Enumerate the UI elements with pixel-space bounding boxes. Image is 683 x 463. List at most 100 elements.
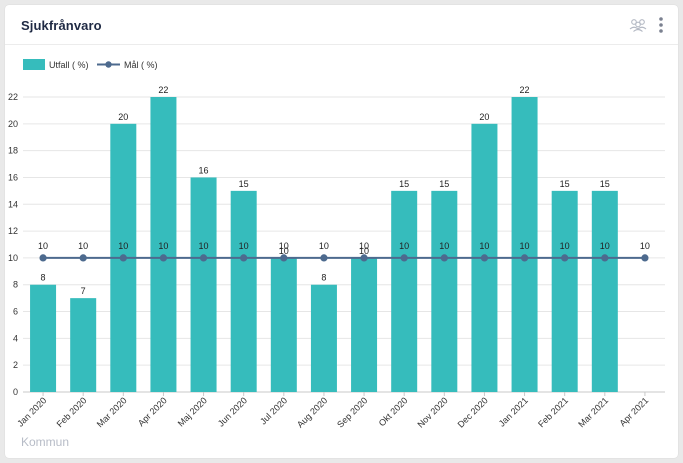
y-tick-label: 20 — [8, 119, 18, 129]
bar-value-labels: 8 7 20 22 16 15 10 8 10 15 15 20 22 15 15 — [41, 85, 610, 296]
target-value-labels: 10 10 10 10 10 10 10 10 10 10 10 10 10 10 10 10 — [38, 241, 650, 251]
footer-label: Kommun — [21, 435, 70, 449]
target-value-label: 10 — [118, 241, 128, 251]
bar-value-label: 7 — [81, 286, 86, 296]
bar-value-label: 15 — [399, 179, 409, 189]
target-value-label: 10 — [38, 241, 48, 251]
target-value-label: 10 — [279, 241, 289, 251]
x-tick-label: Mar 2021 — [576, 395, 610, 429]
bar-value-label: 10 — [359, 246, 369, 256]
x-tick-label: Jun 2020 — [216, 395, 249, 428]
target-point — [280, 254, 288, 262]
bar-value-label: 15 — [239, 179, 249, 189]
header-actions — [628, 15, 664, 35]
bar-value-label: 22 — [520, 85, 530, 95]
x-tick-label: Apr 2020 — [136, 395, 169, 428]
y-tick-label: 12 — [8, 226, 18, 236]
bar — [70, 298, 97, 392]
target-point — [440, 254, 448, 262]
target-point — [561, 254, 569, 262]
bar — [310, 284, 337, 392]
bar — [551, 190, 578, 392]
target-value-label: 10 — [319, 241, 329, 251]
target-value-label: 10 — [439, 241, 449, 251]
target-point — [480, 254, 489, 262]
target-point — [199, 254, 208, 262]
legend-bar-swatch — [23, 59, 45, 70]
target-value-label: 10 — [359, 241, 369, 251]
bar-value-label: 16 — [199, 165, 209, 175]
target-point — [240, 254, 248, 262]
bar-value-label: 10 — [279, 246, 289, 256]
x-tick-label: Nov 2020 — [415, 395, 449, 429]
x-tick-label: Feb 2020 — [55, 395, 89, 429]
bar — [431, 190, 458, 392]
target-line — [39, 254, 649, 262]
target-point — [400, 254, 408, 262]
bar — [270, 257, 297, 392]
legend-line-label: Mål ( %) — [124, 60, 158, 70]
y-tick-label: 4 — [13, 333, 18, 343]
group-icon[interactable] — [628, 18, 648, 32]
bar-line-chart: 0 2 4 6 8 10 12 14 16 18 20 22 8 7 20 22 16 15 10 8 10 15 15 2… — [8, 59, 665, 430]
target-value-label: 10 — [158, 241, 168, 251]
bar — [190, 177, 217, 392]
bar-value-label: 20 — [479, 112, 489, 122]
y-tick-label: 16 — [8, 172, 18, 182]
bar — [391, 190, 418, 392]
target-point — [641, 254, 649, 262]
x-tick-label: Dec 2020 — [456, 395, 490, 429]
bar — [511, 97, 538, 392]
target-point — [159, 254, 168, 262]
bar-value-label: 15 — [560, 179, 570, 189]
chart-card: Sjukfrånvaro — [5, 5, 678, 458]
target-value-label: 10 — [479, 241, 489, 251]
bar — [230, 190, 257, 392]
target-value-label: 10 — [399, 241, 409, 251]
target-point — [39, 254, 47, 262]
target-point — [520, 254, 529, 262]
x-tick-label: Jul 2020 — [258, 395, 289, 426]
bar-value-label: 20 — [118, 112, 128, 122]
target-point — [79, 254, 87, 262]
y-tick-label: 14 — [8, 199, 18, 209]
bar — [150, 97, 177, 392]
y-axis: 0 2 4 6 8 10 12 14 16 18 20 22 — [8, 92, 18, 397]
bar-value-label: 22 — [158, 85, 168, 95]
y-tick-label: 8 — [13, 280, 18, 290]
target-value-label: 10 — [600, 241, 610, 251]
x-tick-label: Aug 2020 — [295, 395, 329, 429]
y-tick-label: 10 — [8, 253, 18, 263]
target-value-label: 10 — [239, 241, 249, 251]
x-tick-label: Mar 2020 — [95, 395, 129, 429]
legend: Utfall ( %) Mål ( %) — [23, 59, 158, 70]
bar-value-label: 15 — [600, 179, 610, 189]
x-tick-label: Jan 2020 — [15, 395, 48, 428]
bar — [351, 257, 378, 392]
y-tick-label: 6 — [13, 307, 18, 317]
bar-value-label: 8 — [321, 273, 326, 283]
x-tick-label: Maj 2020 — [176, 395, 209, 428]
target-value-label: 10 — [78, 241, 88, 251]
target-point — [119, 254, 127, 262]
card-header: Sjukfrånvaro — [5, 5, 678, 45]
bar — [30, 284, 57, 392]
target-point — [360, 254, 368, 262]
more-vertical-icon[interactable] — [658, 16, 664, 34]
x-tick-label: Sep 2020 — [335, 395, 369, 429]
target-value-label: 10 — [199, 241, 209, 251]
target-point — [601, 254, 609, 262]
bar-value-label: 8 — [41, 273, 46, 283]
legend-bar-label: Utfall ( %) — [49, 60, 89, 70]
target-value-label: 10 — [560, 241, 570, 251]
card-title: Sjukfrånvaro — [21, 18, 102, 33]
x-tick-label: Jan 2021 — [497, 395, 530, 428]
bar-value-label: 15 — [439, 179, 449, 189]
y-tick-label: 18 — [8, 146, 18, 156]
bars — [30, 97, 618, 393]
target-point — [320, 254, 328, 262]
bar — [591, 190, 618, 392]
legend-line-marker — [105, 61, 112, 68]
y-tick-label: 0 — [13, 387, 18, 397]
x-tick-label: Apr 2021 — [617, 395, 650, 428]
